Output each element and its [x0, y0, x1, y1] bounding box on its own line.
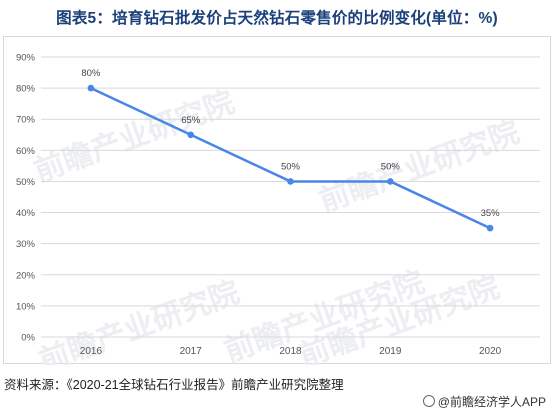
y-tick-label: 30% — [16, 239, 36, 250]
watermark-text: 前瞻产业研究院 — [35, 275, 244, 365]
source-note: 资料来源：《2020-21全球钻石行业报告》前瞻产业研究院整理 — [4, 378, 344, 392]
line-chart: 前瞻产业研究院前瞻产业研究院前瞻产业研究院前瞻产业研究院前瞻产业研究院0%10%… — [16, 53, 540, 365]
y-tick-label: 10% — [16, 301, 36, 312]
y-tick-label: 40% — [16, 208, 36, 219]
x-tick-label: 2018 — [279, 346, 302, 357]
footer-brand: @前瞻经济学人APP — [422, 393, 546, 410]
data-label: 50% — [281, 161, 301, 172]
x-tick-label: 2016 — [80, 346, 103, 357]
y-tick-label: 70% — [16, 115, 36, 126]
x-tick-label: 2017 — [180, 346, 203, 357]
chart-frame: 前瞻产业研究院 前瞻产业研究院 前瞻产业研究院 前瞻产业研究院 前瞻产业研究院 0% 10%… — [3, 36, 551, 365]
watermark-text: 前瞻产业研究院 — [315, 115, 524, 220]
data-label: 35% — [481, 208, 501, 219]
watermark-text: 前瞻产业研究院 — [30, 85, 239, 190]
footer-brand-text: @前瞻经济学人APP — [437, 395, 546, 409]
data-label: 65% — [181, 115, 201, 126]
brand-logo-icon — [422, 395, 435, 407]
data-point — [87, 84, 95, 92]
y-tick-label: 80% — [16, 84, 36, 95]
y-tick-label: 90% — [16, 53, 36, 64]
chart-title: 图表5：培育钻石批发价占天然钻石零售价的比例变化(单位：%) — [56, 10, 498, 27]
data-point — [486, 224, 494, 232]
y-tick-label: 60% — [16, 146, 36, 157]
y-tick-label: 0% — [21, 333, 35, 344]
y-tick-label: 50% — [16, 177, 36, 188]
x-tick-label: 2019 — [379, 346, 402, 357]
data-label: 80% — [81, 68, 101, 79]
data-label: 50% — [381, 161, 401, 172]
y-tick-label: 20% — [16, 270, 36, 281]
data-point — [387, 178, 394, 185]
x-tick-label: 2020 — [479, 346, 502, 357]
data-point — [187, 131, 194, 139]
data-point — [287, 178, 294, 185]
